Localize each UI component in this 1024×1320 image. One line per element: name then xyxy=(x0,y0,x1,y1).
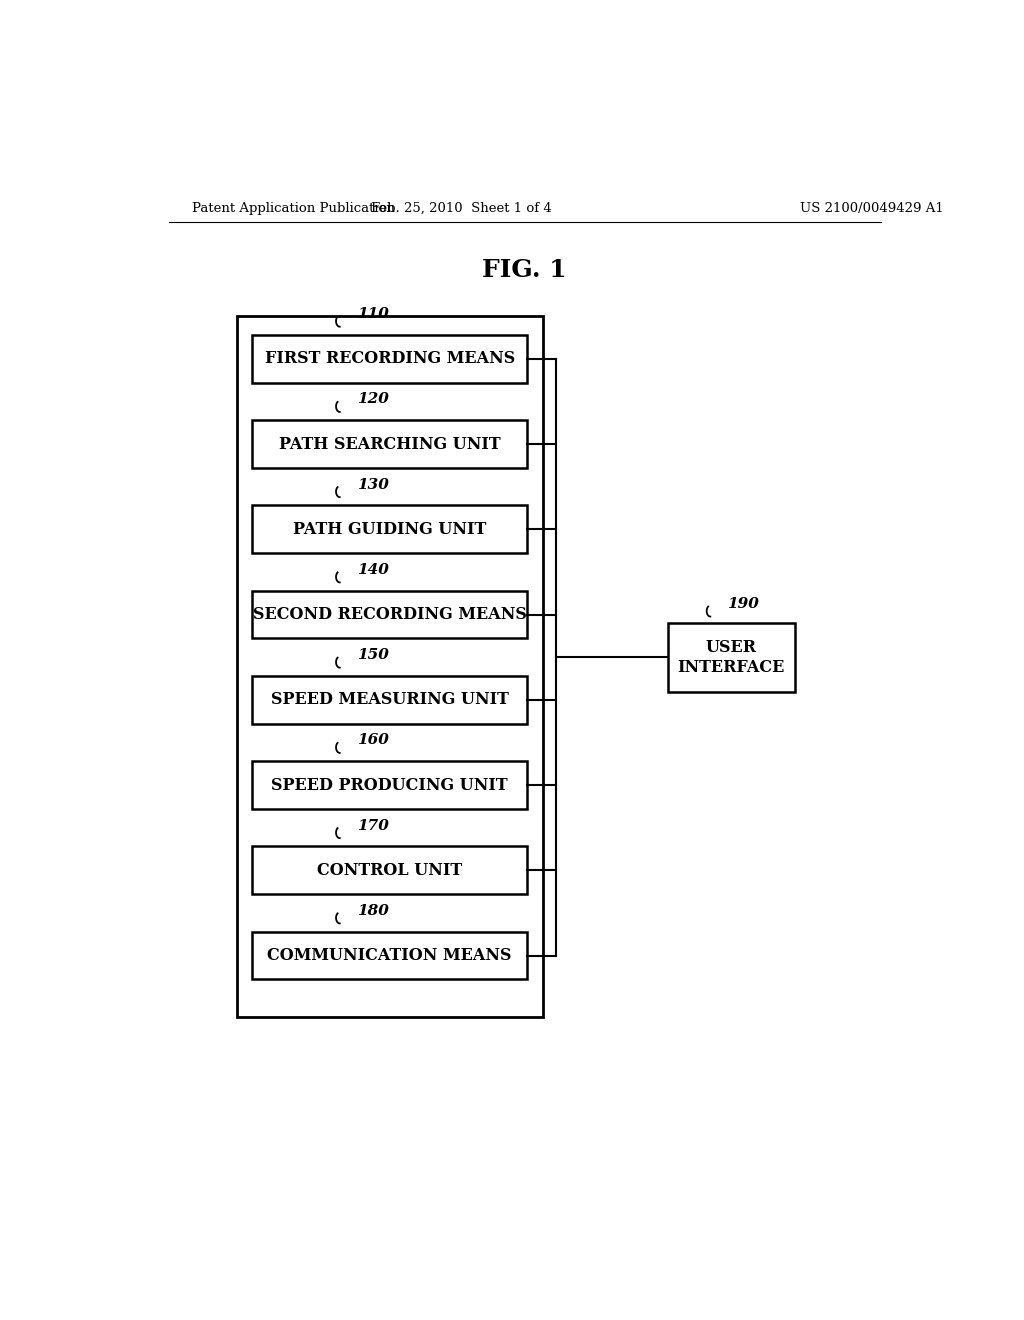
Text: Feb. 25, 2010  Sheet 1 of 4: Feb. 25, 2010 Sheet 1 of 4 xyxy=(372,202,552,215)
Bar xyxy=(252,506,527,553)
Text: CONTROL UNIT: CONTROL UNIT xyxy=(317,862,462,879)
Bar xyxy=(668,623,795,692)
Text: USER
INTERFACE: USER INTERFACE xyxy=(678,639,784,676)
Text: 110: 110 xyxy=(356,308,388,321)
Bar xyxy=(237,317,543,1016)
Text: PATH GUIDING UNIT: PATH GUIDING UNIT xyxy=(293,521,486,537)
Text: FIRST RECORDING MEANS: FIRST RECORDING MEANS xyxy=(264,350,515,367)
Bar xyxy=(252,335,527,383)
Text: 120: 120 xyxy=(356,392,388,407)
Text: SPEED PRODUCING UNIT: SPEED PRODUCING UNIT xyxy=(271,776,508,793)
Text: 150: 150 xyxy=(356,648,388,663)
Text: FIG. 1: FIG. 1 xyxy=(482,257,567,282)
Text: US 2100/0049429 A1: US 2100/0049429 A1 xyxy=(801,202,944,215)
Text: SPEED MEASURING UNIT: SPEED MEASURING UNIT xyxy=(270,692,509,709)
Bar xyxy=(252,420,527,469)
Bar xyxy=(252,846,527,894)
Text: 190: 190 xyxy=(727,597,759,611)
Bar xyxy=(252,676,527,723)
Bar xyxy=(252,591,527,639)
Text: 130: 130 xyxy=(356,478,388,491)
Text: COMMUNICATION MEANS: COMMUNICATION MEANS xyxy=(267,946,512,964)
Text: 180: 180 xyxy=(356,904,388,917)
Text: PATH SEARCHING UNIT: PATH SEARCHING UNIT xyxy=(279,436,501,453)
Text: 160: 160 xyxy=(356,734,388,747)
Bar xyxy=(252,762,527,809)
Text: SECOND RECORDING MEANS: SECOND RECORDING MEANS xyxy=(253,606,526,623)
Text: Patent Application Publication: Patent Application Publication xyxy=(193,202,395,215)
Text: 140: 140 xyxy=(356,562,388,577)
Bar xyxy=(252,932,527,979)
Text: 170: 170 xyxy=(356,818,388,833)
